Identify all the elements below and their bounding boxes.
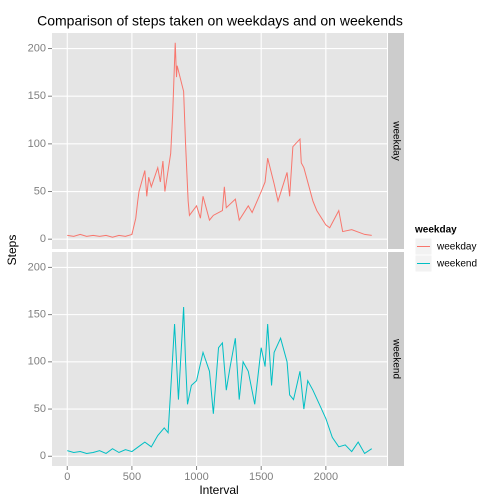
y-tick-label: 150 bbox=[28, 90, 46, 102]
y-tick-label: 200 bbox=[28, 42, 46, 54]
legend-label: weekday bbox=[436, 242, 476, 253]
y-tick-label: 200 bbox=[28, 261, 46, 273]
facet-strip bbox=[388, 33, 404, 249]
panel-background bbox=[52, 33, 387, 249]
y-tick-label: 50 bbox=[34, 403, 46, 415]
legend-title: weekday bbox=[414, 225, 457, 236]
facet-label: weekend bbox=[390, 338, 401, 379]
y-tick-label: 0 bbox=[40, 233, 46, 245]
x-tick-label: 500 bbox=[123, 471, 141, 483]
y-tick-label: 50 bbox=[34, 185, 46, 197]
facet-label: weekday bbox=[390, 120, 401, 160]
data-line bbox=[67, 307, 373, 455]
data-line bbox=[67, 42, 372, 238]
facet-strip bbox=[388, 252, 404, 466]
x-tick-label: 0 bbox=[64, 471, 70, 483]
y-axis-label: Steps bbox=[5, 235, 19, 266]
x-tick-label: 1500 bbox=[249, 471, 273, 483]
x-tick-label: 1000 bbox=[184, 471, 208, 483]
y-tick-label: 100 bbox=[28, 138, 46, 150]
legend-label: weekend bbox=[436, 259, 477, 270]
x-axis-label: Interval bbox=[199, 483, 238, 497]
y-tick-label: 0 bbox=[40, 450, 46, 462]
y-tick-label: 100 bbox=[28, 356, 46, 368]
chart-title: Comparison of steps taken on weekdays an… bbox=[37, 13, 403, 29]
panel-background bbox=[52, 252, 387, 466]
x-tick-label: 2000 bbox=[314, 471, 338, 483]
y-tick-label: 150 bbox=[28, 309, 46, 321]
